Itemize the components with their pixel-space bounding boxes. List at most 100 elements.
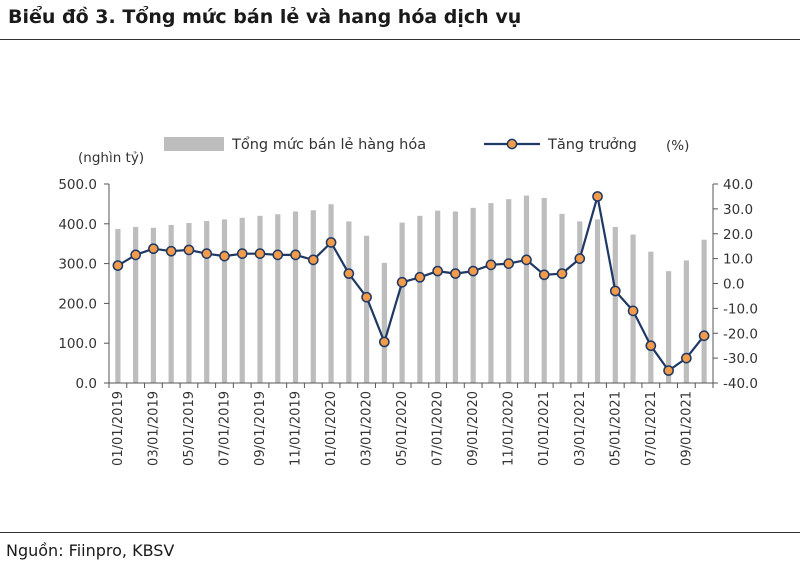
- growth-point: [379, 336, 390, 348]
- left-tick-label: 300.0: [58, 257, 97, 273]
- growth-point: [503, 258, 515, 269]
- growth-point: [236, 248, 248, 259]
- bar: [559, 213, 565, 383]
- x-tick-label: 05/01/2019: [182, 391, 197, 466]
- growth-point: [645, 340, 657, 352]
- bar: [701, 239, 707, 383]
- legend-line-label: Tăng trưởng: [547, 137, 637, 153]
- x-tick-label: 03/01/2021: [573, 391, 588, 466]
- right-tick-label: 40.0: [723, 177, 753, 193]
- bar: [683, 260, 689, 383]
- bar: [257, 215, 263, 383]
- left-tick-label: 100.0: [58, 336, 97, 352]
- bar: [221, 219, 228, 383]
- bar: [328, 204, 334, 383]
- x-tick-label: 01/01/2019: [111, 391, 126, 466]
- source-divider: [0, 532, 800, 533]
- bar: [381, 262, 387, 383]
- bar: [594, 219, 601, 383]
- left-axis-label: (nghìn tỷ): [78, 150, 144, 166]
- bar: [310, 210, 316, 383]
- right-tick-label: -10.0: [723, 301, 758, 317]
- growth-point: [219, 250, 230, 262]
- legend-bar-swatch: [164, 137, 224, 151]
- growth-point: [183, 244, 195, 256]
- combo-chart: 0.0 100.0 200.0 300.0 400.0 500.0 -40.0 -30.0 -2…: [58, 136, 758, 466]
- growth-point: [592, 191, 603, 202]
- bar: [665, 271, 672, 383]
- bar: [541, 197, 547, 383]
- bar: [417, 215, 423, 383]
- right-tick-label: 30.0: [723, 202, 753, 218]
- left-tick-label: 400.0: [58, 217, 97, 233]
- bar: [648, 251, 654, 383]
- growth-point: [396, 276, 408, 288]
- x-tick-label: 11/01/2020: [502, 391, 517, 466]
- bar: [204, 221, 210, 383]
- bar: [452, 211, 459, 383]
- right-tick-label: 0.0: [723, 277, 744, 293]
- right-tick-label: 10.0: [723, 252, 753, 268]
- growth-point: [325, 237, 337, 248]
- legend-bar-label: Tổng mức bán lẻ hàng hóa: [231, 136, 426, 153]
- bar: [133, 226, 139, 383]
- growth-point: [450, 268, 461, 279]
- right-axis-label: (%): [666, 138, 689, 154]
- x-tick-label: 07/01/2020: [431, 391, 446, 466]
- x-tick-label: 03/01/2019: [146, 391, 161, 466]
- growth-point: [272, 249, 284, 261]
- growth-point: [112, 260, 124, 271]
- growth-point: [467, 265, 479, 277]
- x-tick-label: 09/01/2020: [466, 391, 481, 466]
- source-note: Nguồn: Fiinpro, KBSV: [6, 541, 175, 560]
- growth-point: [343, 268, 355, 279]
- right-tick-label: 20.0: [723, 227, 753, 243]
- bar: [168, 224, 174, 383]
- x-tick-label: 11/01/2019: [289, 391, 304, 466]
- x-tick-label: 07/01/2021: [644, 391, 659, 466]
- x-tick-label: 01/01/2020: [324, 391, 339, 466]
- growth-point: [538, 269, 550, 281]
- growth-point: [485, 259, 497, 271]
- bar: [470, 207, 476, 383]
- bar: [612, 226, 618, 383]
- growth-point: [130, 249, 141, 261]
- bar: [292, 211, 299, 383]
- x-tick-label: 01/01/2021: [537, 391, 552, 466]
- growth-point: [627, 305, 639, 317]
- bar: [506, 199, 512, 383]
- bar: [275, 214, 281, 383]
- bar: [115, 228, 121, 383]
- x-tick-label: 03/01/2020: [360, 391, 375, 466]
- bar: [435, 210, 441, 383]
- growth-point: [201, 248, 213, 259]
- bar: [488, 203, 494, 383]
- right-tick-label: -40.0: [723, 376, 758, 392]
- growth-point: [574, 253, 586, 264]
- growth-point: [663, 365, 674, 376]
- bar: [186, 223, 192, 383]
- growth-point: [307, 254, 319, 266]
- growth-point: [556, 268, 568, 279]
- growth-point: [609, 285, 621, 297]
- growth-point: [148, 243, 159, 255]
- growth-point: [361, 291, 372, 303]
- x-tick-label: 09/01/2021: [679, 391, 694, 466]
- left-tick-label: 200.0: [58, 296, 97, 312]
- bar: [363, 235, 370, 383]
- x-tick-label: 07/01/2019: [217, 391, 232, 466]
- right-tick-label: -30.0: [723, 351, 758, 367]
- x-tick-label: 05/01/2020: [395, 391, 410, 466]
- bar: [523, 195, 530, 383]
- title-divider: [0, 39, 800, 40]
- bar: [399, 222, 405, 383]
- growth-point: [414, 271, 426, 283]
- growth-point: [165, 245, 177, 257]
- x-tick-label: 09/01/2019: [253, 391, 268, 466]
- growth-point: [254, 248, 266, 259]
- growth-point: [432, 265, 443, 277]
- growth-point: [681, 352, 692, 364]
- bar: [150, 227, 157, 383]
- growth-line: [117, 195, 705, 372]
- left-tick-label: 500.0: [58, 177, 97, 193]
